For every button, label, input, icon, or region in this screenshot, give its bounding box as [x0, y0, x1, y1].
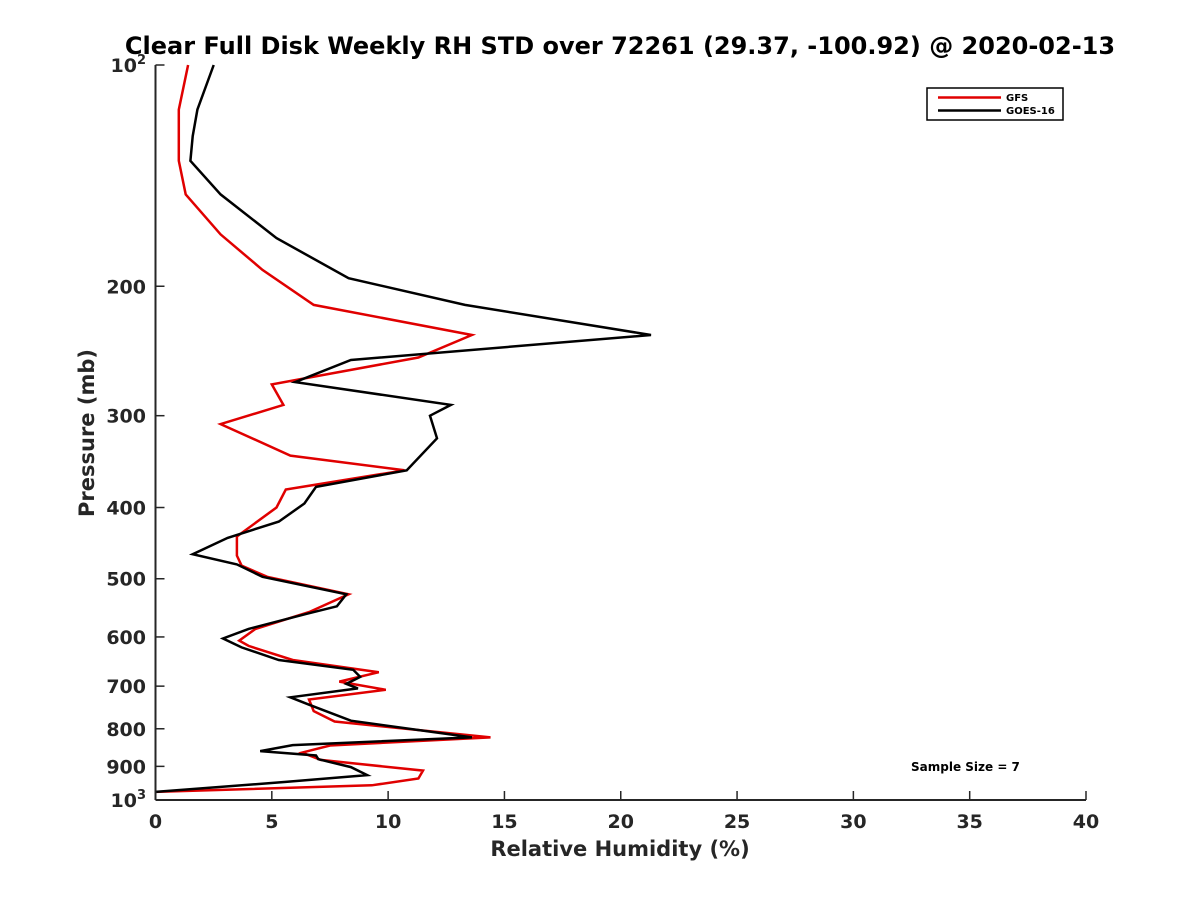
x-axis-label: Relative Humidity (%) [490, 837, 749, 861]
legend-label-goes-16: GOES-16 [1006, 106, 1055, 117]
x-tick-label: 35 [956, 811, 982, 833]
plot-lines [155, 64, 652, 794]
legend-label-gfs: GFS [1006, 93, 1028, 104]
x-ticks: 0 5 10 15 20 25 30 35 40 [149, 791, 1099, 833]
sample-size-annotation: Sample Size = 7 [911, 760, 1020, 774]
x-tick-label: 10 [375, 811, 401, 833]
series-line-gfs [155, 64, 491, 794]
x-tick-label: 5 [265, 811, 278, 833]
y-tick-label: 800 [106, 719, 146, 741]
y-ticks: 102 200 300 400 500 600 700 800 900 103 [106, 53, 165, 812]
legend-box [926, 87, 1064, 121]
y-tick-label: 500 [106, 569, 146, 591]
y-tick-label: 300 [106, 406, 146, 428]
chart-title: Clear Full Disk Weekly RH STD over 72261… [125, 32, 1115, 60]
x-tick-label: 0 [149, 811, 162, 833]
x-tick-label: 25 [724, 811, 750, 833]
series-line-goes-16 [155, 64, 652, 794]
y-tick-label: 600 [106, 627, 146, 649]
y-tick-label: 400 [106, 498, 146, 520]
y-tick-label: 102 [111, 53, 147, 77]
x-tick-label: 15 [491, 811, 517, 833]
x-tick-label: 40 [1073, 811, 1099, 833]
y-tick-label: 900 [106, 756, 146, 778]
x-tick-label: 30 [840, 811, 866, 833]
y-tick-label: 700 [106, 676, 146, 698]
y-axis-label: Pressure (mb) [75, 349, 99, 517]
y-tick-label: 200 [106, 276, 146, 298]
legend: GFS GOES-16 [926, 87, 1064, 121]
y-tick-label: 103 [111, 788, 147, 812]
x-tick-label: 20 [608, 811, 634, 833]
